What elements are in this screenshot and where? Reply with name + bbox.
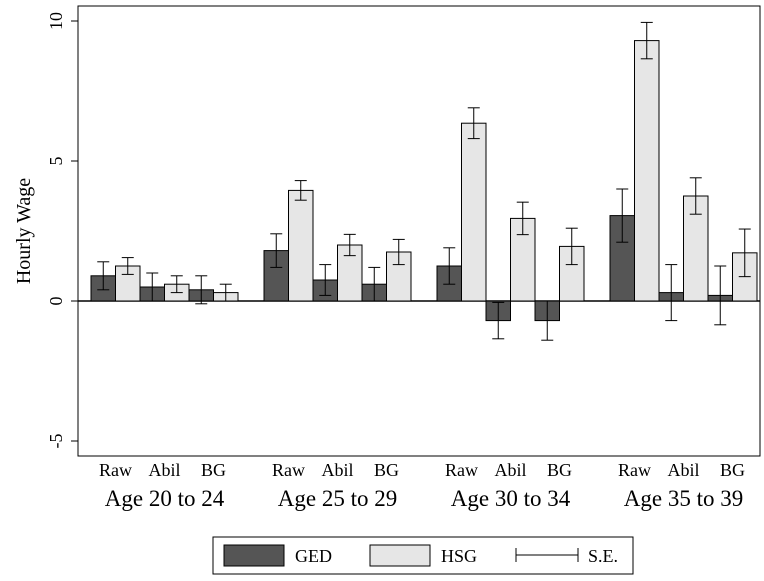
legend: GED HSG S.E. (212, 536, 634, 575)
legend-swatch-hsg (369, 544, 431, 567)
hsg-bar (634, 40, 660, 302)
x-subcategory-label: BG (374, 460, 399, 480)
legend-label-ged: GED (295, 546, 332, 566)
x-subcategory-label: BG (201, 460, 226, 480)
plot-frame (77, 5, 761, 457)
hsg-bar (288, 189, 314, 302)
x-group-label: Age 20 to 24 (105, 486, 225, 511)
hsg-bar (461, 122, 487, 302)
x-group-label: Age 30 to 34 (451, 486, 571, 511)
x-subcategory-label: Raw (445, 460, 478, 480)
x-subcategory-label: Raw (272, 460, 305, 480)
y-axis-label: Hourly Wage (13, 178, 35, 284)
x-group-label: Age 25 to 29 (278, 486, 397, 511)
x-subcategory-label: Raw (99, 460, 132, 480)
x-group-label: Age 35 to 39 (624, 486, 743, 511)
y-tick-label: 5 (46, 157, 66, 166)
x-subcategory-label: BG (720, 460, 745, 480)
y-tick-label: 0 (46, 297, 66, 306)
x-subcategory-label: BG (547, 460, 572, 480)
x-subcategory-label: Raw (618, 460, 651, 480)
x-subcategory-label: Abil (148, 460, 180, 480)
legend-label-se: S.E. (588, 546, 618, 566)
legend-swatch-ged (223, 544, 285, 567)
y-tick-label: 10 (46, 12, 66, 30)
legend-label-hsg: HSG (441, 546, 477, 566)
x-axis-labels: Raw Abil BG Age 20 to 24 Raw Abil BG Age 25 to … (99, 460, 745, 511)
x-subcategory-label: Abil (667, 460, 699, 480)
y-tick-label: -5 (46, 434, 66, 449)
x-subcategory-label: Abil (321, 460, 353, 480)
x-subcategory-label: Abil (494, 460, 526, 480)
bars (90, 21, 758, 341)
